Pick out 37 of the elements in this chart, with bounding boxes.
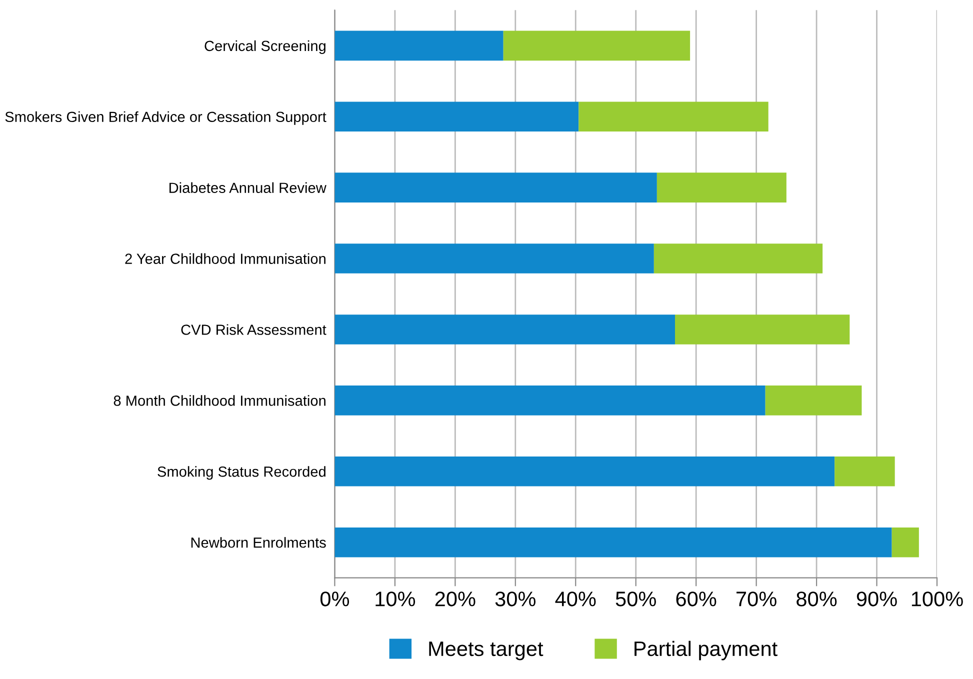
- legend-label: Meets target: [429, 642, 544, 660]
- bar: [334, 527, 892, 558]
- y-tick-label: 2 Year Childhood Immunisation: [125, 253, 326, 264]
- x-tick-label: 40%: [555, 592, 596, 606]
- bar: [334, 386, 766, 416]
- y-tick-label: CVD Risk Assessment: [181, 324, 326, 335]
- x-tick-label: 80%: [796, 592, 837, 606]
- bar: [334, 102, 579, 132]
- bar: [675, 314, 850, 344]
- bar: [578, 102, 768, 132]
- bar: [892, 527, 919, 558]
- bar: [334, 456, 835, 486]
- bar: [334, 30, 504, 61]
- x-tick-label: 70%: [736, 592, 776, 606]
- x-tick-label: 50%: [616, 592, 656, 606]
- bar: [656, 172, 786, 202]
- bar: [334, 172, 657, 202]
- bar: [334, 314, 676, 344]
- y-tick-label: Cervical Screening: [204, 40, 326, 54]
- x-tick-label: 0%: [320, 592, 350, 606]
- bar: [765, 386, 862, 416]
- bar: [654, 244, 823, 274]
- y-tick-label: Diabetes Annual Review: [170, 182, 326, 193]
- bar: [503, 30, 690, 61]
- legend-label: Partial payment: [634, 640, 778, 660]
- x-tick-label: 60%: [676, 592, 716, 606]
- x-tick-label: 100%: [912, 592, 963, 606]
- y-tick-label: Newborn Enrolments: [191, 537, 326, 548]
- bar: [834, 456, 895, 486]
- x-tick-label: 10%: [376, 592, 416, 606]
- y-tick-label: Smoking Status Recorded: [158, 466, 326, 480]
- y-tick-label: 8 Month Childhood Immunisation: [114, 395, 326, 406]
- x-tick-label: 30%: [495, 592, 536, 606]
- x-tick-label: 20%: [435, 592, 476, 606]
- x-tick-label: 90%: [856, 592, 897, 606]
- bar: [334, 244, 654, 274]
- y-tick-label: Smokers Given Brief Advice or Cessation Support: [5, 111, 326, 125]
